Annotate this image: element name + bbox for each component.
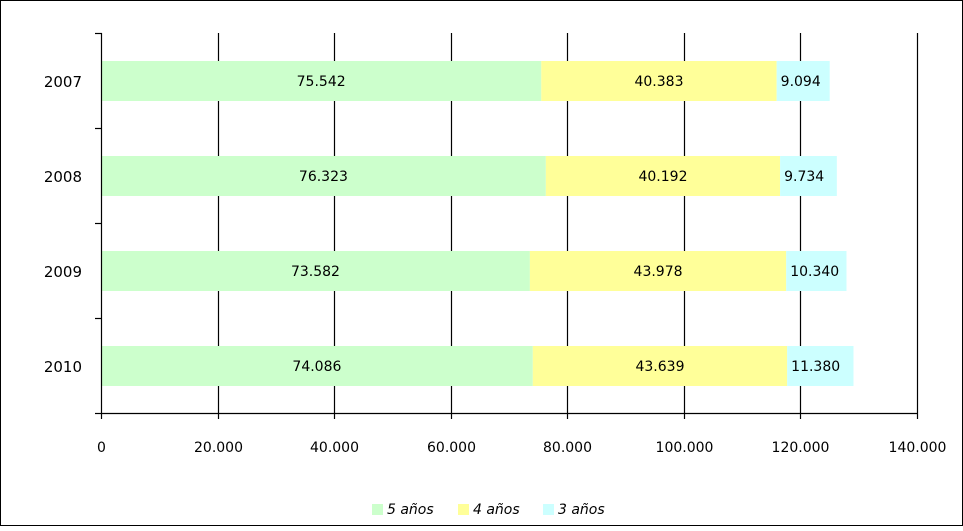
axes: [95, 32, 919, 419]
legend-swatch: [543, 504, 554, 515]
category-label: 2010: [44, 358, 82, 376]
legend-label: 4 años: [473, 502, 520, 518]
x-tick-label: 80.000: [543, 440, 592, 456]
legend-swatch: [458, 504, 469, 515]
data-label: 75.542: [297, 74, 346, 90]
category-label: 2009: [44, 263, 82, 281]
bar-segment: [101, 346, 533, 386]
data-label: 74.086: [292, 359, 341, 375]
bar-segment: [776, 61, 830, 101]
x-tick-label: 40.000: [310, 440, 359, 456]
bar-segment: [101, 251, 530, 291]
data-label: 43.978: [634, 264, 683, 280]
data-label: 9.734: [784, 169, 824, 185]
data-label: 40.192: [638, 169, 687, 185]
x-tick-label: 140.000: [889, 440, 947, 456]
x-tick-label: 20.000: [194, 440, 243, 456]
bar-segment: [787, 346, 854, 386]
category-label: 2008: [44, 168, 82, 186]
bar-segment: [101, 156, 546, 196]
data-label: 73.582: [291, 264, 340, 280]
data-label: 40.383: [634, 74, 683, 90]
data-label: 9.094: [781, 74, 821, 90]
legend-label: 3 años: [558, 502, 605, 518]
bar-segment: [786, 251, 847, 291]
legend-label: 5 años: [387, 502, 434, 518]
x-tick-label: 100.000: [656, 440, 714, 456]
x-tick-label: 60.000: [427, 440, 476, 456]
bar-segment: [545, 156, 781, 196]
bar-segment: [532, 346, 788, 386]
category-label: 2007: [44, 73, 82, 91]
labels: 75.542 40.383 9.094 2007 76.323 40.192 9.734 20…: [44, 73, 947, 456]
data-label: 11.380: [791, 359, 840, 375]
data-label: 43.639: [635, 359, 684, 375]
bar-segment: [780, 156, 837, 196]
x-tick-label: 120.000: [772, 440, 830, 456]
bars: [101, 61, 854, 386]
data-label: 76.323: [299, 169, 348, 185]
bar-segment: [101, 61, 542, 101]
legend-swatch: [372, 504, 383, 515]
legend: 5 años 4 años 3 años: [372, 502, 605, 518]
bar-segment: [541, 61, 777, 101]
bar-segment: [529, 251, 787, 291]
data-label: 10.340: [790, 264, 839, 280]
x-tick-label: 0: [97, 440, 106, 456]
